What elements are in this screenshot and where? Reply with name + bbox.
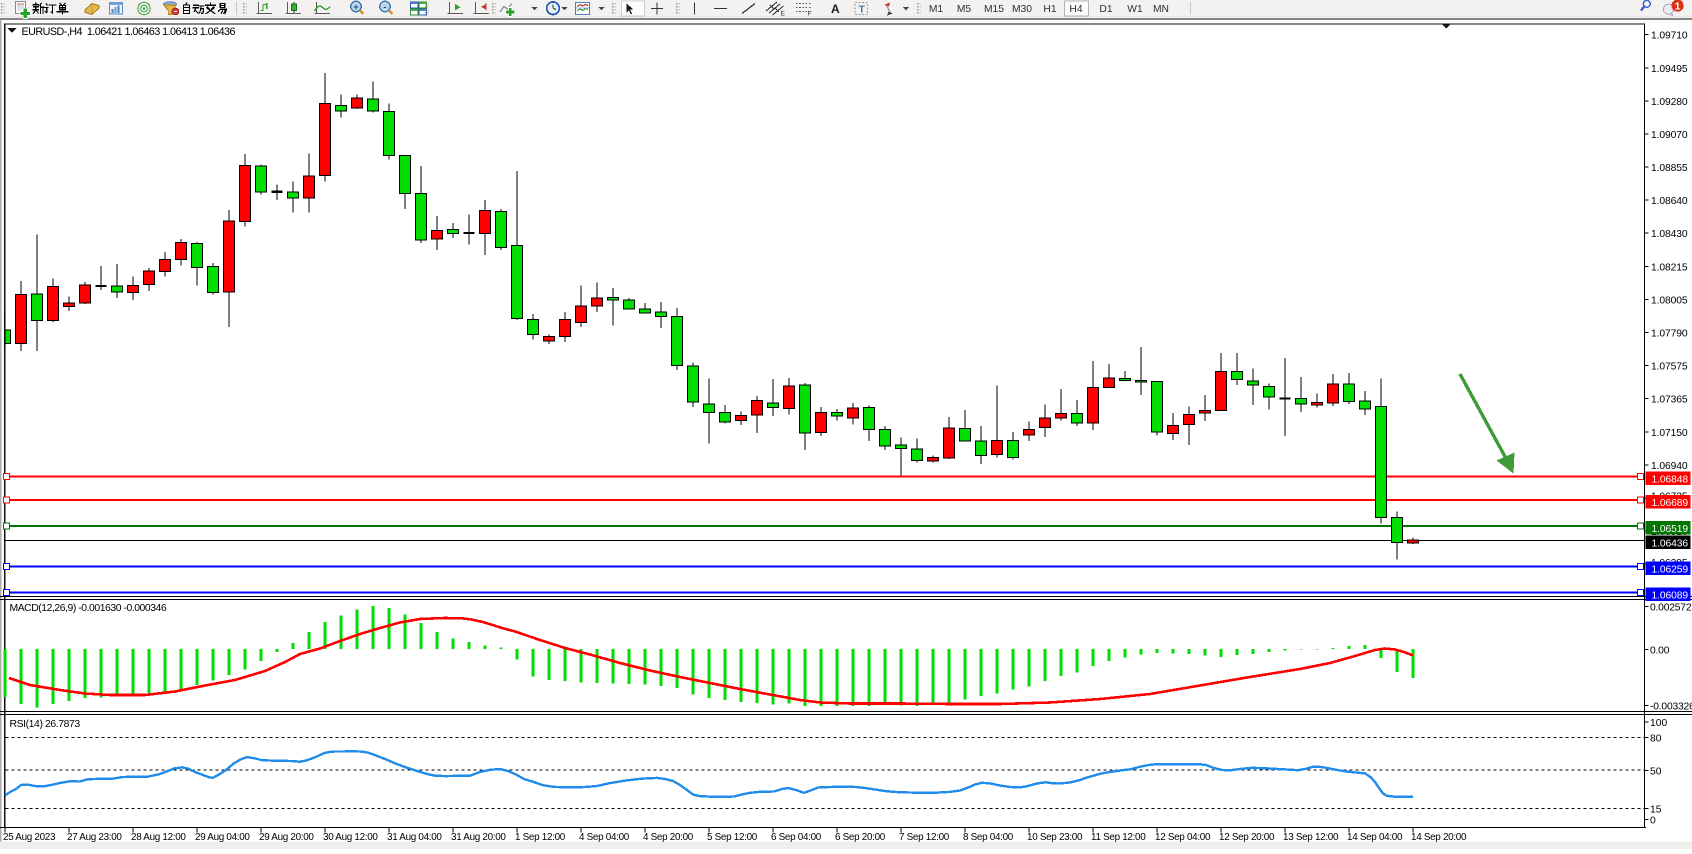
svg-text:1.06689: 1.06689 [1652, 498, 1689, 509]
svg-text:14 Sep 20:00: 14 Sep 20:00 [1411, 832, 1467, 843]
svg-text:0.00: 0.00 [1650, 646, 1670, 657]
svg-text:1.09495: 1.09495 [1651, 64, 1688, 75]
svg-text:13 Sep 12:00: 13 Sep 12:00 [1283, 832, 1339, 843]
svg-text:1.09070: 1.09070 [1651, 130, 1688, 141]
svg-text:25 Aug 2023: 25 Aug 2023 [3, 832, 56, 843]
svg-text:1.06436: 1.06436 [1652, 539, 1689, 550]
svg-text:1.09280: 1.09280 [1651, 97, 1688, 108]
svg-text:5 Sep 12:00: 5 Sep 12:00 [707, 832, 758, 843]
svg-text:E: E [781, 11, 786, 18]
svg-text:0: 0 [1650, 816, 1656, 827]
svg-text:1: 1 [1675, 1, 1681, 13]
svg-text:0.002572: 0.002572 [1650, 603, 1692, 614]
svg-text:1.08640: 1.08640 [1651, 196, 1688, 207]
svg-text:100: 100 [1650, 718, 1667, 729]
svg-text:D1: D1 [1099, 4, 1112, 15]
svg-text:28 Aug 12:00: 28 Aug 12:00 [131, 832, 186, 843]
svg-text:29 Aug 20:00: 29 Aug 20:00 [259, 832, 314, 843]
svg-text:-: - [383, 2, 386, 13]
svg-text:8 Sep 04:00: 8 Sep 04:00 [963, 832, 1014, 843]
svg-text:1 Sep 12:00: 1 Sep 12:00 [515, 832, 566, 843]
svg-text:12 Sep 20:00: 12 Sep 20:00 [1219, 832, 1275, 843]
svg-text:W1: W1 [1127, 4, 1143, 15]
svg-text:1.08215: 1.08215 [1651, 262, 1688, 273]
svg-text:1.06940: 1.06940 [1651, 461, 1688, 472]
svg-text:7 Sep 12:00: 7 Sep 12:00 [899, 832, 950, 843]
svg-text:MN: MN [1153, 4, 1169, 15]
svg-text:1.08430: 1.08430 [1651, 229, 1688, 240]
svg-text:1.08005: 1.08005 [1651, 295, 1688, 306]
svg-text:1.08855: 1.08855 [1651, 163, 1688, 174]
svg-text:31 Aug 20:00: 31 Aug 20:00 [451, 832, 506, 843]
svg-text:RSI(14) 26.7873: RSI(14) 26.7873 [10, 719, 81, 730]
svg-text:A: A [831, 2, 840, 16]
svg-text:EURUSD-,H4 1.06421 1.06463 1.: EURUSD-,H4 1.06421 1.06463 1.06413 1.064… [22, 26, 236, 38]
svg-text:H1: H1 [1043, 4, 1056, 15]
svg-text:1.06089: 1.06089 [1652, 591, 1689, 602]
svg-text:1.06848: 1.06848 [1652, 475, 1689, 486]
svg-text:-0.003326: -0.003326 [1650, 702, 1692, 713]
svg-text:6 Sep 04:00: 6 Sep 04:00 [771, 832, 822, 843]
svg-text:MACD(12,26,9) -0.001630 -0.000: MACD(12,26,9) -0.001630 -0.000346 [10, 603, 167, 614]
svg-text:H4: H4 [1069, 4, 1082, 15]
svg-text:4 Sep 04:00: 4 Sep 04:00 [579, 832, 630, 843]
svg-text:14 Sep 04:00: 14 Sep 04:00 [1347, 832, 1403, 843]
svg-text:1.07790: 1.07790 [1651, 329, 1688, 340]
svg-text:4 Sep 20:00: 4 Sep 20:00 [643, 832, 694, 843]
svg-text:15: 15 [1650, 805, 1662, 816]
svg-text:M5: M5 [957, 4, 972, 15]
svg-text:M1: M1 [929, 4, 944, 15]
svg-text:1.09710: 1.09710 [1651, 31, 1688, 42]
svg-text:10 Sep 23:00: 10 Sep 23:00 [1027, 832, 1083, 843]
svg-text:+: + [353, 2, 359, 13]
svg-text:31 Aug 04:00: 31 Aug 04:00 [387, 832, 442, 843]
svg-text:1.07575: 1.07575 [1651, 362, 1688, 373]
svg-text:80: 80 [1650, 734, 1662, 745]
svg-text:1.06259: 1.06259 [1652, 565, 1689, 576]
svg-text:1.06519: 1.06519 [1652, 524, 1689, 535]
svg-text:30 Aug 12:00: 30 Aug 12:00 [323, 832, 378, 843]
svg-text:M15: M15 [984, 4, 1004, 15]
svg-text:1.07150: 1.07150 [1651, 428, 1688, 439]
svg-text:50: 50 [1650, 767, 1662, 778]
svg-text:27 Aug 23:00: 27 Aug 23:00 [67, 832, 122, 843]
svg-text:12 Sep 04:00: 12 Sep 04:00 [1155, 832, 1211, 843]
svg-text:6 Sep 20:00: 6 Sep 20:00 [835, 832, 886, 843]
svg-text:T: T [859, 4, 866, 16]
svg-text:29 Aug 04:00: 29 Aug 04:00 [195, 832, 250, 843]
svg-text:M30: M30 [1012, 4, 1032, 15]
svg-text:1.07365: 1.07365 [1651, 395, 1688, 406]
svg-text:F: F [808, 11, 812, 18]
svg-text:11 Sep 12:00: 11 Sep 12:00 [1091, 832, 1146, 843]
